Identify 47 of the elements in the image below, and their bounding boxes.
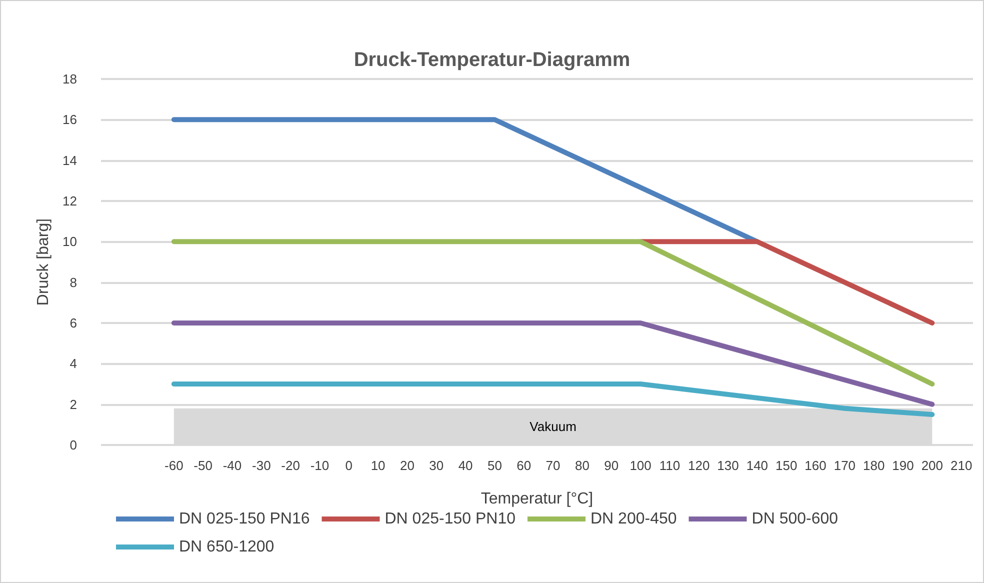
x-tick-label: 170 xyxy=(834,458,856,473)
legend-label: DN 025-150 PN16 xyxy=(179,510,310,528)
x-tick-label: 20 xyxy=(400,458,414,473)
x-tick-label: -10 xyxy=(310,458,330,473)
x-tick-label: 210 xyxy=(950,458,972,473)
x-tick-label: 100 xyxy=(630,458,652,473)
y-tick-label: 4 xyxy=(70,356,77,372)
legend-label: DN 650-1200 xyxy=(179,538,274,556)
x-tick-label: -20 xyxy=(281,458,300,473)
x-tick-label: 110 xyxy=(659,458,680,473)
chart-title: Druck-Temperatur-Diagramm xyxy=(354,49,630,71)
y-tick-label: 10 xyxy=(62,234,77,250)
x-tick-label: 140 xyxy=(746,458,768,473)
y-tick-label: 18 xyxy=(62,72,77,86)
x-tick-label: 80 xyxy=(574,458,590,473)
x-tick-label: 30 xyxy=(429,458,444,473)
y-tick-label: 0 xyxy=(70,438,77,452)
y-axis-title: Druck [barg] xyxy=(35,218,52,306)
y-tick-label: 2 xyxy=(70,396,77,412)
legend-label: DN 500-600 xyxy=(752,510,838,528)
x-tick-label: 70 xyxy=(546,458,560,473)
x-tick-label: 150 xyxy=(776,458,798,473)
legend-label: DN 200-450 xyxy=(590,510,677,528)
band-label: Vakuum xyxy=(530,419,576,434)
x-tick-label: 120 xyxy=(688,458,710,473)
y-tick-label: 14 xyxy=(62,152,77,168)
x-tick-label: 190 xyxy=(892,458,914,473)
x-tick-label: 0 xyxy=(345,458,353,473)
x-tick-label: 160 xyxy=(804,458,826,473)
x-tick-label: -60 xyxy=(164,458,184,473)
x-tick-label: -30 xyxy=(252,458,271,473)
x-axis-title: Temperatur [°C] xyxy=(480,490,594,508)
x-tick-label: 60 xyxy=(516,458,532,473)
x-tick-label: -40 xyxy=(222,458,242,473)
y-tick-label: 12 xyxy=(62,194,77,208)
x-tick-label: -50 xyxy=(194,458,212,473)
x-tick-label: 10 xyxy=(370,458,386,473)
y-tick-label: 8 xyxy=(70,274,77,290)
y-tick-label: 6 xyxy=(70,316,77,330)
x-tick-label: 200 xyxy=(921,458,944,473)
legend-label: DN 025-150 PN10 xyxy=(384,510,516,528)
x-tick-label: 40 xyxy=(458,458,473,473)
x-tick-label: 50 xyxy=(487,458,502,473)
x-tick-label: 90 xyxy=(604,458,619,473)
y-tick-label: 16 xyxy=(62,112,77,128)
x-tick-label: 180 xyxy=(862,458,885,473)
x-tick-label: 130 xyxy=(717,458,739,473)
